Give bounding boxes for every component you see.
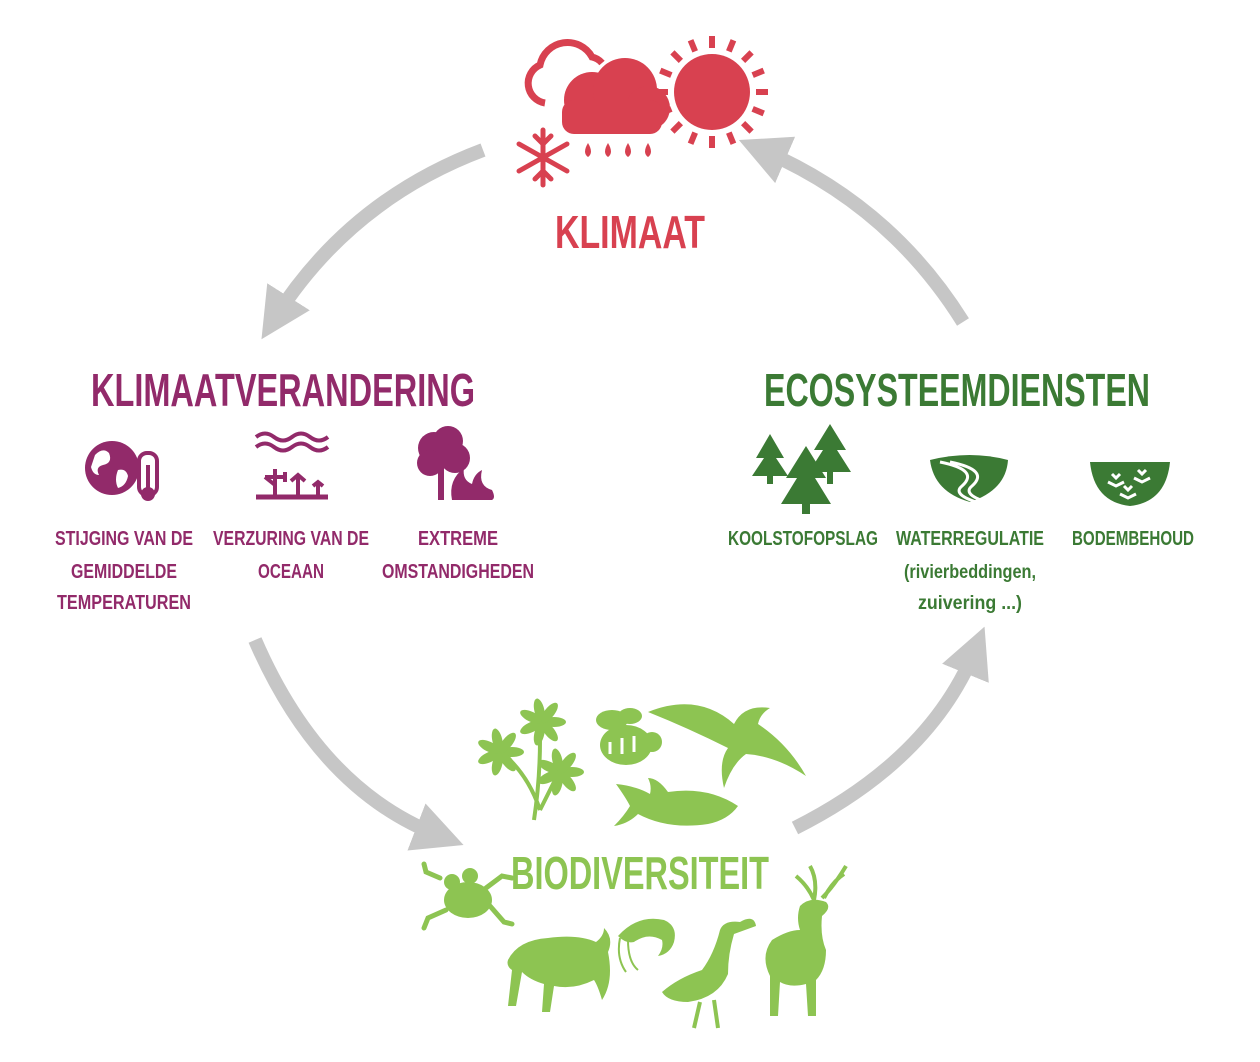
frog-icon (421, 861, 515, 931)
arrow-biodiversiteit-to-ecosysteem (791, 626, 989, 835)
shrimp-icon (617, 918, 675, 973)
sun-ray (751, 67, 765, 78)
plant-leaf (559, 752, 576, 773)
fish-icon (614, 778, 738, 826)
sun-ray (670, 50, 684, 64)
sun-ray (726, 131, 737, 145)
sun-ray (740, 50, 754, 64)
wolf-icon (507, 928, 611, 1012)
deer-icon (765, 864, 848, 1016)
tree-fire-icon (417, 426, 494, 500)
sun-ray (740, 120, 754, 134)
item-temperatuur-line3: TEMPERATUREN (57, 592, 191, 614)
arrow-ecosysteem-to-klimaat (738, 136, 969, 326)
plant-icon (478, 698, 584, 821)
sun-ray (687, 39, 698, 53)
ecosysteemdiensten-title: ECOSYSTEEMDIENSTEN (764, 364, 1150, 416)
item-water-line3: zuivering ...) (918, 593, 1022, 614)
node-ecosysteemdiensten: ECOSYSTEEMDIENSTEN KOOLSTOFOPSLAG WATERR… (728, 364, 1194, 614)
globe-thermometer-icon (85, 441, 159, 501)
sun-ray (726, 39, 737, 53)
coral-waves-icon (254, 431, 330, 500)
sun-ray (659, 106, 673, 117)
plant-leaf (499, 732, 516, 753)
sun-ray (659, 67, 673, 78)
item-oceaan-line2: OCEAAN (258, 561, 324, 583)
arrow-verandering-to-biodiversiteit (248, 637, 464, 851)
sun-ray (687, 131, 698, 145)
cloud-icon (524, 38, 605, 107)
item-water-line2: (rivierbeddingen, (904, 562, 1036, 583)
snowflake-icon (516, 127, 570, 188)
plant-leaf (538, 759, 561, 774)
item-temperatuur-line2: GEMIDDELDE (71, 561, 177, 583)
plant-leaf (499, 751, 516, 772)
plant-leaf (520, 720, 543, 735)
plant-leaf (541, 721, 558, 742)
item-oceaan-line1: VERZURING VAN DE (213, 528, 369, 550)
item-extreme-line2: OMSTANDIGHEDEN (382, 561, 534, 583)
sun-ray (670, 120, 684, 134)
biodiversiteit-title: BIODIVERSITEIT (511, 847, 769, 899)
bee-icon (596, 708, 662, 765)
crane-icon (662, 918, 756, 1029)
plant-leaf (538, 770, 561, 785)
plant-leaf (559, 771, 576, 792)
item-koolstof-line1: KOOLSTOFOPSLAG (728, 528, 878, 550)
item-temperatuur-line1: STIJGING VAN DE (55, 528, 193, 550)
item-bodem-line1: BODEMBEHOUD (1072, 528, 1194, 550)
item-water-line1: WATERREGULATIE (896, 528, 1044, 550)
pine-trees-icon (752, 424, 851, 514)
sun-icon (656, 36, 768, 148)
plant-leaf (478, 739, 501, 754)
item-extreme-line1: EXTREME (418, 528, 498, 550)
bird-icon (648, 704, 806, 788)
node-biodiversiteit: BIODIVERSITEIT (421, 698, 848, 1029)
node-klimaat: KLIMAAT (516, 36, 768, 258)
sun-ray (751, 106, 765, 117)
klimaat-title: KLIMAAT (555, 206, 705, 258)
node-klimaatverandering: KLIMAATVERANDERING STIJGING VAN DE GEMID… (55, 364, 534, 614)
plant-leaf (541, 702, 558, 723)
plant-leaf (478, 750, 501, 765)
arrow-klimaat-to-verandering (261, 143, 486, 340)
soil-plants-icon (1090, 462, 1170, 506)
rain-cloud-icon (562, 58, 670, 157)
klimaatverandering-title: KLIMAATVERANDERING (91, 364, 475, 416)
plant-leaf (520, 709, 543, 724)
river-icon (930, 455, 1008, 504)
cycle-arrows (248, 136, 989, 851)
